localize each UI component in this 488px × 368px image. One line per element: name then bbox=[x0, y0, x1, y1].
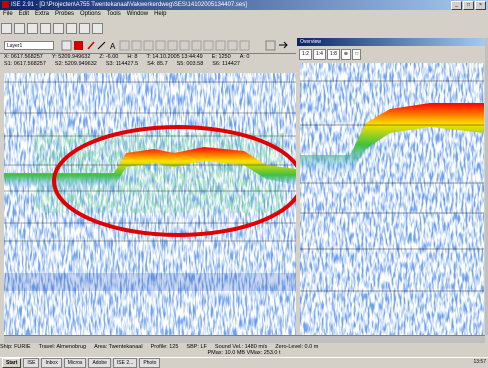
status-sound-velocity: Sound Vel.: 1480 m/s bbox=[214, 344, 268, 350]
layer-toolbar bbox=[0, 38, 296, 54]
line-tool-icon[interactable] bbox=[97, 41, 106, 50]
highlight-circle bbox=[52, 125, 296, 237]
status-travel: Travel: Almenobrug bbox=[38, 344, 87, 350]
save-icon[interactable] bbox=[27, 23, 38, 34]
text-tool-icon[interactable]: A bbox=[110, 42, 116, 51]
coordinate-row-primary: X: 0617.568257 Y: 5209.949632 Z: -6.00 H: 8… bbox=[4, 54, 296, 61]
coord-y: Y: 5209.949632 bbox=[51, 54, 91, 60]
maximize-button[interactable]: □ bbox=[463, 1, 474, 10]
coord-s3: S3: 114427.5 bbox=[105, 61, 139, 67]
red-fill-icon[interactable] bbox=[74, 41, 83, 50]
zoom-1-2-button[interactable]: 1:2 bbox=[299, 49, 312, 60]
grid-icon[interactable] bbox=[203, 40, 214, 51]
zoom-1-4-button[interactable]: 1:4 bbox=[312, 49, 326, 60]
coord-s1: S1: 0617.568257 bbox=[4, 61, 46, 67]
seabed-profile bbox=[4, 147, 296, 187]
status-area: Area: Twentekanaal bbox=[94, 344, 143, 350]
status-ship: Ship: FURIE bbox=[0, 344, 31, 350]
coord-time: T: 14.10.2005 13:44:49 bbox=[146, 54, 203, 60]
gain-icon[interactable] bbox=[179, 40, 190, 51]
coord-s6: S6: 114427 bbox=[212, 61, 240, 67]
status-profile: Profile: 125 bbox=[150, 344, 179, 350]
coord-z: Z: -6.00 bbox=[99, 54, 119, 60]
window-controls: _ □ × bbox=[451, 1, 486, 10]
overview-gridlines bbox=[300, 80, 484, 292]
layers-icon[interactable] bbox=[66, 23, 77, 34]
chart-icon[interactable] bbox=[92, 23, 103, 34]
title-bar: ISE 2.91 - [D:\Projecten\A755 Twentekana… bbox=[0, 0, 488, 10]
pencil-icon[interactable] bbox=[87, 41, 95, 50]
menu-bar: File Edit Extra Probes Options Tools Window Hel… bbox=[0, 10, 488, 19]
menu-window[interactable]: Window bbox=[126, 11, 149, 17]
info-icon[interactable] bbox=[239, 40, 250, 51]
coordinate-readout: X: 0617.568257 Y: 5209.949632 Z: -6.00 H: 8… bbox=[4, 54, 296, 73]
zoom-out-icon[interactable] bbox=[131, 40, 142, 51]
status-bar-secondary: PMax: 10.0 MB VMax: 253.0 t bbox=[0, 350, 488, 357]
window-title: ISE 2.91 - [D:\Projecten\A755 Twentekana… bbox=[11, 2, 247, 8]
menu-extra[interactable]: Extra bbox=[35, 11, 50, 17]
pointer-tool-icon[interactable] bbox=[61, 40, 72, 51]
overview-frame-icon[interactable]: □ bbox=[352, 49, 362, 60]
coord-s4: S4: 85.7 bbox=[147, 61, 168, 67]
menu-edit[interactable]: Edit bbox=[18, 11, 30, 17]
zoom-1-8-button[interactable]: 1:8 bbox=[326, 49, 340, 60]
new-file-icon[interactable] bbox=[1, 23, 12, 34]
taskbar: Start ISE Inbox Micros Adobe ISE 2... Photo 13… bbox=[0, 357, 488, 368]
overview-title: Overview bbox=[297, 38, 485, 46]
coord-e: E: 1250 bbox=[211, 54, 231, 60]
menu-help[interactable]: Help bbox=[154, 11, 167, 17]
vertical-scrollbar[interactable] bbox=[485, 38, 488, 335]
drawing-tools: A bbox=[61, 40, 288, 51]
menu-probes[interactable]: Probes bbox=[55, 11, 75, 17]
status-zero-level: Zero-Level: 0.0 m bbox=[275, 344, 319, 350]
pan-icon[interactable] bbox=[143, 40, 154, 51]
color-scale-icon[interactable] bbox=[191, 40, 202, 51]
open-folder-icon[interactable] bbox=[14, 23, 25, 34]
settings-icon[interactable] bbox=[79, 23, 90, 34]
lower-stratum bbox=[4, 273, 296, 291]
overview-zoom-bar: 1:2 1:4 1:8 ⊕ □ bbox=[299, 49, 483, 61]
navigate-icon[interactable] bbox=[265, 40, 276, 51]
menu-options[interactable]: Options bbox=[80, 11, 101, 17]
app-icon bbox=[2, 1, 9, 8]
coord-s2: S2: 5209.949632 bbox=[54, 61, 97, 67]
menu-tools[interactable]: Tools bbox=[106, 11, 121, 17]
coord-s5: S5: 003.58 bbox=[176, 61, 204, 67]
overview-sonar-view[interactable] bbox=[300, 63, 484, 335]
overview-zoom-in-icon[interactable]: ⊕ bbox=[340, 49, 352, 60]
coord-x: X: 0617.568257 bbox=[4, 54, 43, 60]
main-toolbar bbox=[0, 20, 488, 36]
close-button[interactable]: × bbox=[475, 1, 486, 10]
layer-select[interactable]: Layer1 bbox=[4, 41, 54, 50]
export-icon[interactable] bbox=[227, 40, 238, 51]
arrow-right-icon[interactable] bbox=[279, 41, 288, 49]
taskbar-clock: 13:57 bbox=[473, 359, 486, 365]
horizontal-scrollbar[interactable] bbox=[4, 335, 485, 343]
print-icon[interactable] bbox=[40, 23, 51, 34]
status-sbp: SBP: LF bbox=[186, 344, 207, 350]
status-bar: Ship: FURIE Travel: Almenobrug Area: Twent… bbox=[0, 343, 488, 351]
minimize-button[interactable]: _ bbox=[451, 1, 462, 10]
overview-seabed-profile bbox=[300, 103, 484, 173]
coord-a: A: 0 bbox=[239, 54, 250, 60]
status-pmax: PMax: 10.0 MB VMax: 253.0 t bbox=[207, 350, 281, 356]
filter-icon[interactable] bbox=[167, 40, 178, 51]
sonar-profile-view[interactable] bbox=[4, 73, 296, 335]
zoom-in-icon[interactable] bbox=[119, 40, 130, 51]
coord-h: H: 8 bbox=[127, 54, 138, 60]
measure-icon[interactable] bbox=[155, 40, 166, 51]
probe-icon[interactable] bbox=[53, 23, 64, 34]
coordinate-row-secondary: S1: 0617.568257 S2: 5209.949632 S3: 114427… bbox=[4, 61, 296, 68]
menu-file[interactable]: File bbox=[3, 11, 13, 17]
mark-icon[interactable] bbox=[215, 40, 226, 51]
